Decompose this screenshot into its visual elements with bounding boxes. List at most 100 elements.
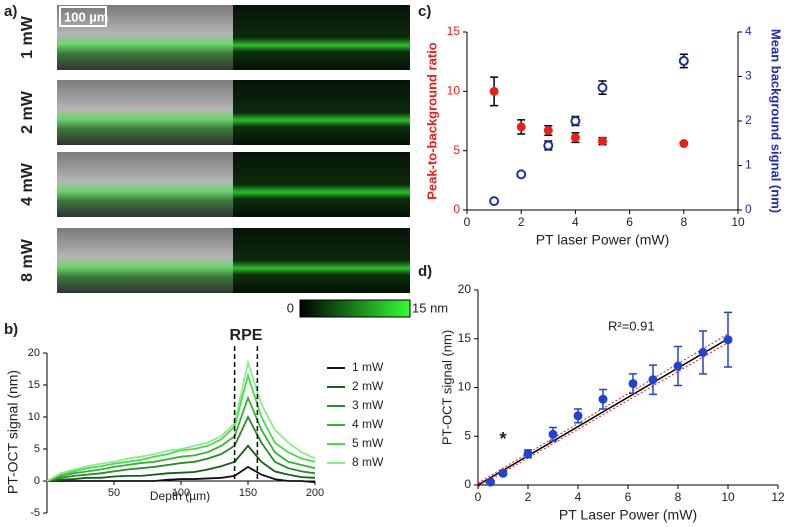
point xyxy=(486,477,495,487)
series-line xyxy=(46,372,316,482)
point xyxy=(573,411,583,421)
row-label: 1 mW xyxy=(19,15,36,59)
x-tick-label: 6 xyxy=(626,215,633,229)
y-tick-label: 10 xyxy=(458,380,472,394)
y-tick-label: 20 xyxy=(28,347,40,359)
oct-image xyxy=(57,5,233,70)
y-tick-label: 20 xyxy=(458,282,472,296)
row-label: 8 mW xyxy=(19,238,36,282)
colorbar xyxy=(299,299,411,318)
point xyxy=(543,125,553,135)
panel-label: c) xyxy=(418,3,431,20)
point xyxy=(570,133,580,143)
legend-label: 5 mW xyxy=(352,436,384,450)
annotation: RPE xyxy=(230,327,263,344)
x-tick-label: 100 xyxy=(172,487,190,499)
x-tick-label: 4 xyxy=(572,215,579,229)
y-axis-label: PT-OCT signal (nm) xyxy=(439,330,454,445)
legend-label: 3 mW xyxy=(352,398,384,412)
y-tick-label: -5 xyxy=(30,507,40,519)
point xyxy=(673,361,683,371)
point xyxy=(628,379,638,389)
panel-label: a) xyxy=(4,3,17,20)
y-tick-label: 15 xyxy=(447,24,461,38)
y-tick-label: 5 xyxy=(34,443,40,455)
row-label: 2 mW xyxy=(19,90,36,134)
oct-image xyxy=(57,152,233,217)
point xyxy=(570,116,581,126)
annotation: R²=0.91 xyxy=(608,318,655,333)
oct-image xyxy=(57,228,233,293)
y2-axis-label: Mean background signal (nm) xyxy=(769,29,784,213)
point xyxy=(489,196,500,207)
y-tick-label: 5 xyxy=(464,428,471,442)
point xyxy=(679,139,689,149)
x-tick-label: 8 xyxy=(675,490,682,504)
point xyxy=(498,468,508,478)
y2-tick-label: 0 xyxy=(745,202,752,216)
row-label: 4 mW xyxy=(19,162,36,206)
pt-oct-image xyxy=(233,80,410,145)
scale-bar-label: 100 µm xyxy=(64,9,108,24)
colorbar-tick-label: 15 nm xyxy=(412,300,448,315)
x-tick-label: 2 xyxy=(518,215,525,229)
x-tick-label: 12 xyxy=(771,490,785,504)
y2-tick-label: 2 xyxy=(745,113,752,127)
point xyxy=(489,86,499,96)
series-line xyxy=(46,395,316,482)
point xyxy=(523,449,533,459)
y-tick-label: 0 xyxy=(453,202,460,216)
point xyxy=(678,55,689,66)
point xyxy=(698,347,708,357)
series-line xyxy=(46,359,316,482)
panel-label: b) xyxy=(4,321,18,338)
point xyxy=(543,140,554,151)
x-axis-label: Depth (µm) xyxy=(150,489,210,503)
point xyxy=(597,82,608,93)
fit-line xyxy=(477,338,729,486)
scale-bar xyxy=(59,6,107,27)
x-tick-label: 4 xyxy=(575,490,582,504)
y2-tick-label: 3 xyxy=(745,69,752,83)
series-line xyxy=(47,465,316,484)
point xyxy=(723,335,733,345)
y2-tick-label: 4 xyxy=(745,24,752,38)
y-tick-label: 15 xyxy=(28,379,40,391)
series-line xyxy=(46,444,316,482)
x-tick-label: 0 xyxy=(475,490,482,504)
x-axis-label: PT laser Power (mW) xyxy=(536,232,670,248)
y-tick-label: 5 xyxy=(453,143,460,157)
y2-tick-label: 1 xyxy=(745,158,752,172)
x-axis-label: PT Laser Power (mW) xyxy=(559,507,697,523)
x-tick-label: 6 xyxy=(625,490,632,504)
y-axis-label: Peak-to-background ratio xyxy=(424,42,439,200)
y-tick-label: 10 xyxy=(447,84,461,98)
pt-oct-image xyxy=(233,152,410,217)
annotation: * xyxy=(499,429,506,449)
legend-label: 1 mW xyxy=(352,360,384,374)
x-tick-label: 2 xyxy=(525,490,532,504)
x-tick-label: 150 xyxy=(239,487,257,499)
legend-label: 4 mW xyxy=(352,417,384,431)
legend-label: 8 mW xyxy=(352,455,384,469)
y-tick-label: 15 xyxy=(458,331,472,345)
oct-image xyxy=(57,80,233,145)
y-axis-label: PT-OCT signal (nm) xyxy=(5,370,21,494)
point xyxy=(516,122,526,132)
x-tick-label: 0 xyxy=(464,215,471,229)
point xyxy=(548,429,558,439)
point xyxy=(516,169,527,180)
x-tick-label: 10 xyxy=(721,490,735,504)
y-tick-label: 0 xyxy=(34,475,40,487)
x-tick-label: 200 xyxy=(306,487,324,499)
fit-line xyxy=(477,342,729,488)
colorbar-tick-label: 0 xyxy=(287,300,294,315)
x-tick-label: 50 xyxy=(108,487,120,499)
panel-label: d) xyxy=(418,263,432,280)
series-line xyxy=(46,414,316,482)
y-tick-label: 10 xyxy=(28,411,40,423)
point xyxy=(648,375,658,385)
x-tick-label: 8 xyxy=(680,215,687,229)
legend-label: 2 mW xyxy=(352,379,384,393)
